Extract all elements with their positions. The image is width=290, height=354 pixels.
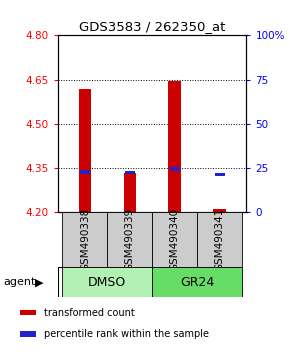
Text: GR24: GR24 (180, 276, 214, 289)
Bar (170, 167, 180, 171)
Title: GDS3583 / 262350_at: GDS3583 / 262350_at (79, 20, 225, 33)
Bar (107, 212, 152, 267)
Bar (152, 212, 197, 267)
Bar (62, 267, 152, 297)
Text: GSM490338: GSM490338 (80, 208, 90, 272)
Bar (125, 171, 135, 174)
Text: GSM490341: GSM490341 (215, 208, 224, 272)
Text: transformed count: transformed count (44, 308, 135, 318)
Text: GSM490340: GSM490340 (170, 208, 180, 272)
Bar (168, 81, 181, 212)
Bar (124, 173, 136, 212)
Bar (20, 310, 36, 315)
Text: GSM490339: GSM490339 (125, 208, 135, 272)
Bar (62, 212, 107, 267)
Bar (152, 267, 242, 297)
Bar (79, 88, 91, 212)
Text: ▶: ▶ (35, 277, 44, 287)
Bar (20, 331, 36, 337)
Bar (215, 173, 224, 176)
Text: percentile rank within the sample: percentile rank within the sample (44, 329, 209, 339)
Text: agent: agent (3, 277, 35, 287)
Bar (213, 210, 226, 212)
Text: DMSO: DMSO (88, 276, 126, 289)
Bar (197, 212, 242, 267)
Bar (80, 170, 90, 174)
